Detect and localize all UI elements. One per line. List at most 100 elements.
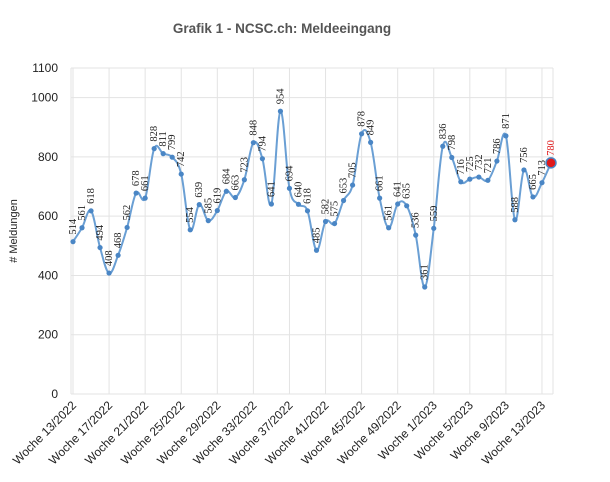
data-label: 494 [95, 224, 106, 241]
data-label: 485 [312, 228, 323, 244]
data-point [359, 131, 365, 137]
data-label: 721 [483, 158, 494, 174]
data-label: 742 [176, 151, 187, 167]
x-tick-label: Woche 29/2022 [154, 398, 223, 467]
data-point [304, 208, 311, 214]
x-tick-label: Woche 13/2022 [10, 398, 79, 467]
y-tick-label: 0 [51, 387, 58, 401]
data-label: 694 [284, 165, 295, 182]
data-point [295, 201, 302, 207]
data-point [322, 218, 329, 225]
y-tick-label: 800 [38, 150, 58, 164]
data-point-highlighted [545, 157, 557, 169]
x-tick-label: Woche 45/2022 [299, 398, 368, 467]
x-tick-label: Woche 41/2022 [262, 398, 331, 467]
data-label: 849 [366, 120, 377, 136]
data-point [349, 182, 356, 188]
data-label: 619 [212, 188, 223, 204]
data-point [485, 177, 491, 183]
data-label: 554 [185, 206, 196, 223]
data-point [241, 177, 247, 183]
data-point [512, 217, 518, 223]
x-tick-label: Woche 49/2022 [335, 398, 404, 467]
data-label: 756 [519, 147, 530, 163]
data-label: 582 [321, 199, 332, 215]
data-point [476, 174, 482, 180]
data-points [70, 108, 557, 290]
data-point [395, 201, 401, 207]
data-point [539, 180, 545, 186]
data-label: 716 [456, 159, 467, 175]
data-point [169, 154, 175, 160]
x-tick-label: Woche 37/2022 [226, 398, 295, 467]
data-point [115, 252, 121, 258]
data-point [196, 202, 202, 208]
data-point [205, 218, 211, 224]
data-label: 798 [447, 135, 458, 151]
data-point [404, 203, 410, 209]
data-point [413, 232, 419, 238]
data-label: 641 [393, 181, 404, 197]
data-point [440, 143, 446, 149]
data-point [133, 190, 139, 196]
data-point [79, 225, 85, 231]
data-label: 878 [357, 111, 368, 127]
data-point [178, 171, 184, 177]
data-label: 653 [339, 178, 350, 194]
data-label: 514 [68, 218, 79, 235]
data-point [340, 197, 347, 204]
x-tick-label: Woche 17/2022 [46, 398, 115, 467]
data-label: 559 [429, 206, 440, 222]
data-label: 361 [420, 264, 431, 280]
data-label: 635 [402, 183, 413, 199]
data-label: 468 [113, 233, 124, 249]
data-point [386, 225, 392, 231]
data-label: 786 [492, 138, 503, 154]
data-point [494, 158, 500, 164]
y-tick-label: 600 [38, 209, 58, 223]
data-point [431, 225, 437, 231]
data-label: 663 [230, 175, 241, 191]
data-point [377, 195, 383, 201]
data-label: 871 [501, 113, 512, 129]
data-point [467, 176, 473, 182]
data-point [88, 208, 94, 214]
data-label: 678 [131, 170, 142, 186]
y-tick-label: 400 [38, 268, 58, 282]
data-point [530, 194, 536, 200]
x-tick-label: Woche 25/2022 [118, 398, 187, 467]
x-tick-label: Woche 33/2022 [190, 398, 259, 467]
data-point [250, 140, 256, 146]
data-label: 665 [528, 174, 539, 190]
data-point [313, 247, 320, 253]
y-tick-label: 200 [38, 328, 58, 342]
data-point [232, 194, 238, 201]
x-tick-label: Woche 21/2022 [82, 398, 151, 467]
data-label: 618 [302, 188, 313, 204]
data-point [277, 108, 284, 114]
data-label: 588 [510, 197, 521, 213]
data-point [286, 185, 293, 191]
data-label: 640 [293, 182, 304, 198]
data-label: 811 [158, 131, 169, 146]
data-label: 723 [239, 157, 250, 173]
data-label: 732 [474, 154, 485, 170]
data-point [331, 220, 338, 227]
data-label: 641 [266, 181, 277, 197]
data-point [503, 133, 509, 139]
y-tick-label: 1100 [32, 61, 58, 75]
data-point [259, 156, 265, 162]
data-label: 794 [257, 135, 268, 152]
chart-title: Grafik 1 - NCSC.ch: Meldeeingang [173, 21, 391, 36]
data-label: 848 [248, 120, 259, 136]
data-label: 684 [221, 168, 232, 185]
data-point [458, 179, 464, 185]
data-point [214, 207, 220, 214]
data-label: 561 [77, 205, 88, 221]
data-point [268, 201, 275, 207]
data-label: 713 [537, 160, 548, 176]
data-point [521, 167, 527, 173]
data-label: 661 [375, 175, 386, 191]
data-point [187, 227, 193, 233]
